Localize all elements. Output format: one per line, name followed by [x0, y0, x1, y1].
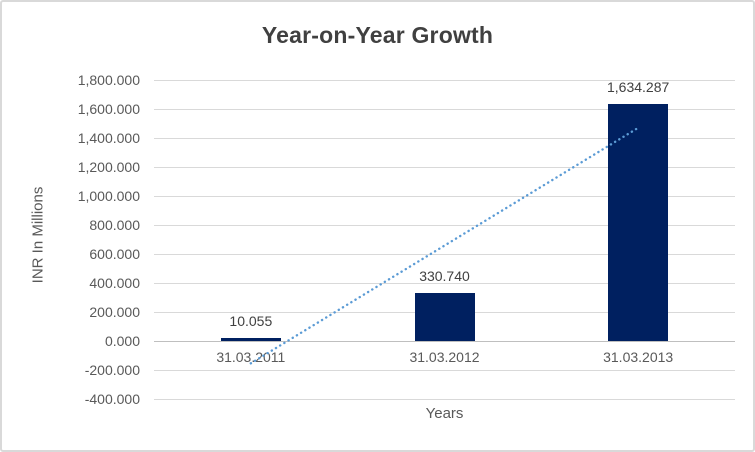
y-tick-label: 800.000: [89, 217, 140, 233]
y-tick-label: 1,600.000: [77, 101, 140, 117]
gridline: [154, 108, 735, 110]
y-tick-label: 1,000.000: [77, 188, 140, 204]
y-tick-label: -200.000: [84, 362, 140, 378]
gridline: [154, 369, 735, 371]
y-tick-label: -400.000: [84, 391, 140, 407]
y-tick-label: 1,800.000: [77, 72, 140, 88]
bar: [414, 293, 475, 341]
y-tick-label: 1,200.000: [77, 159, 140, 175]
bar: [220, 338, 281, 341]
y-tick-label: 1,400.000: [77, 130, 140, 146]
y-tick-label: 200.000: [89, 304, 140, 320]
gridline: [154, 398, 735, 400]
gridline: [154, 79, 735, 81]
y-tick-label: 400.000: [89, 275, 140, 291]
data-label: 1,634.287: [607, 79, 670, 96]
y-tick-label: 600.000: [89, 246, 140, 262]
y-tick-label: 0.000: [104, 333, 140, 349]
bar: [608, 104, 669, 341]
data-label: 330.740: [419, 268, 470, 285]
data-label: 10.055: [229, 313, 273, 329]
chart-title: Year-on-Year Growth: [261, 22, 494, 48]
x-category-label: 31.03.2012: [409, 349, 480, 365]
x-category-label: 31.03.2011: [216, 349, 286, 365]
x-axis-title: Years: [425, 405, 464, 422]
x-category-label: 31.03.2013: [603, 349, 674, 365]
